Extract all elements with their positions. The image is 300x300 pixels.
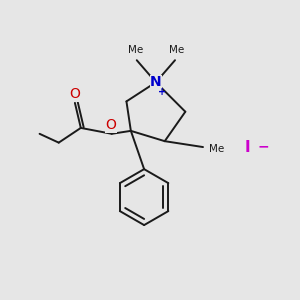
Text: O: O — [106, 118, 117, 132]
Text: O: O — [70, 87, 80, 101]
Text: Me: Me — [169, 45, 184, 55]
Text: +: + — [158, 87, 166, 97]
Text: N: N — [150, 75, 162, 89]
Text: −: − — [257, 140, 269, 154]
Text: I: I — [244, 140, 250, 154]
Text: Me: Me — [128, 45, 143, 55]
Text: Me: Me — [209, 143, 225, 154]
